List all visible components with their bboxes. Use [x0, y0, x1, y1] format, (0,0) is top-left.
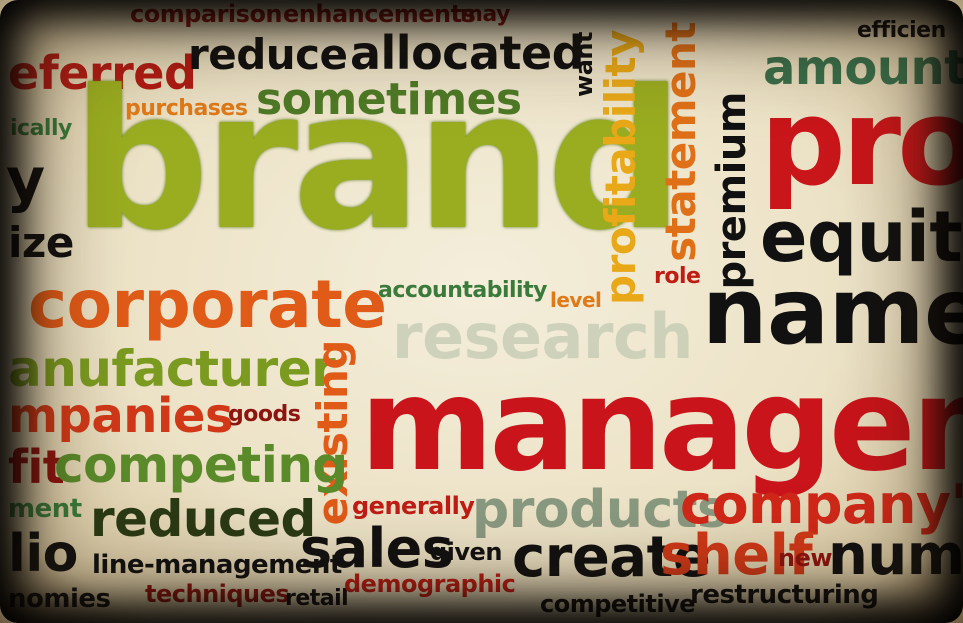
word-fit: fit: [8, 440, 65, 494]
word-ize: ize: [8, 218, 74, 267]
word-new: new: [778, 544, 833, 572]
word-restructuring: restructuring: [690, 580, 879, 610]
word-y: y: [6, 145, 45, 215]
word-ically: ically: [10, 116, 72, 141]
word-amount: amount: [763, 40, 963, 96]
word-retail: retail: [285, 586, 349, 611]
word-name: name: [702, 258, 963, 365]
word-shelf: shelf: [660, 523, 813, 588]
word-existing: existing: [308, 340, 357, 526]
word-sales: sales: [300, 517, 454, 580]
word-may: may: [460, 2, 510, 27]
word-role: role: [654, 264, 701, 289]
word-companys: company's: [680, 473, 963, 536]
word-statement: statement: [656, 22, 705, 262]
word-generally: generally: [352, 492, 475, 520]
word-line-management: line-management: [92, 550, 342, 580]
word-create: create: [512, 525, 711, 590]
word-anufacturer: anufacturer: [8, 340, 336, 398]
word-lio: lio: [8, 524, 78, 584]
word-nomies: nomies: [8, 584, 111, 614]
word-corporate: corporate: [28, 266, 387, 343]
word-ment: ment: [8, 494, 82, 524]
word-profitability: profitability: [596, 30, 645, 305]
word-techniques: techniques: [145, 580, 290, 608]
word-management: managem: [360, 351, 963, 500]
word-comparison: comparison: [130, 0, 283, 28]
word-research: research: [392, 300, 693, 373]
word-products: products: [472, 480, 728, 540]
word-purchases: purchases: [125, 96, 248, 121]
word-enhancements: enhancements: [283, 0, 476, 28]
word-competitive: competitive: [540, 590, 696, 618]
word-reduced: reduced: [90, 490, 316, 548]
word-reduce: reduce: [188, 30, 348, 79]
word-goods: goods: [228, 402, 301, 427]
word-equity: equity: [760, 196, 963, 278]
word-pro: pro: [760, 74, 963, 213]
word-efficien: efficien: [857, 18, 946, 43]
word-mpanies: mpanies: [8, 388, 234, 444]
word-level: level: [550, 288, 602, 312]
word-numb: numb: [828, 523, 963, 588]
word-competing: competing: [54, 436, 348, 494]
word-allocated: allocated: [350, 26, 585, 80]
word-sometimes: sometimes: [256, 74, 522, 125]
word-given: given: [430, 538, 502, 566]
word-eferred: eferred: [8, 46, 197, 100]
word-demographic: demographic: [344, 570, 516, 598]
word-accountability: accountability: [378, 278, 547, 303]
word-brand: brand: [72, 50, 684, 273]
